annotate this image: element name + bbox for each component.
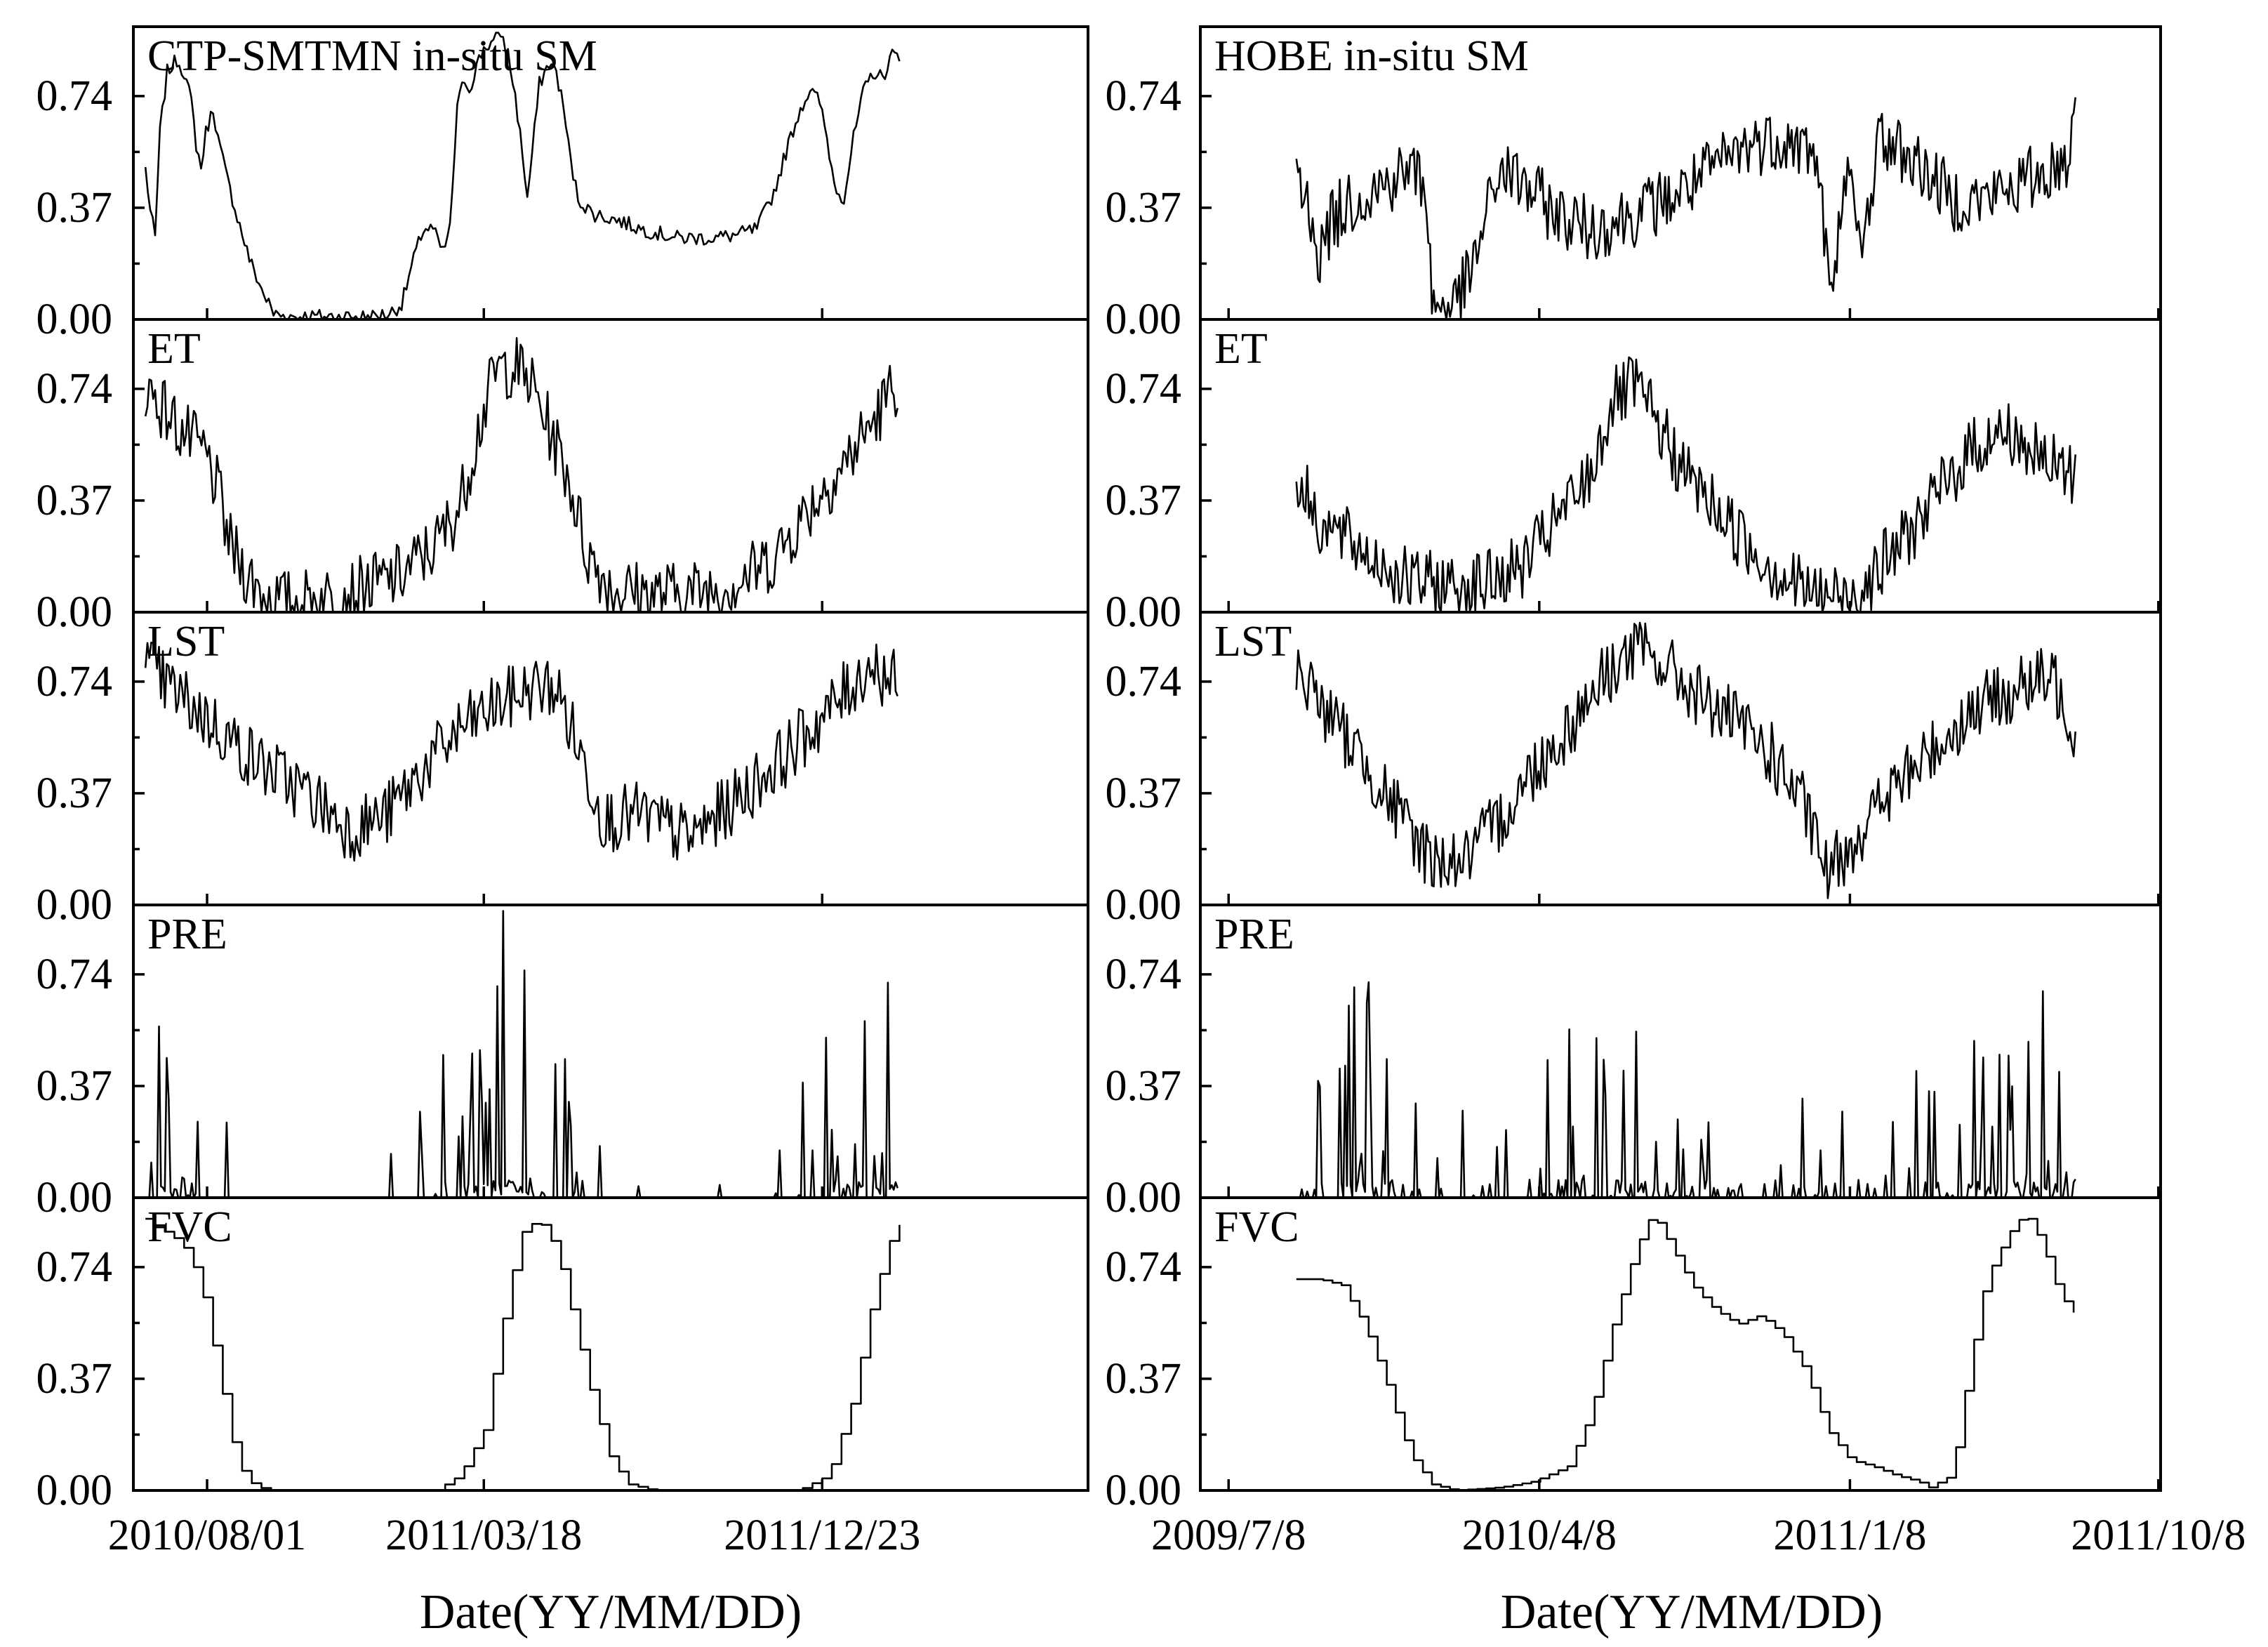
series-line-pre — [145, 910, 898, 1199]
y-tick-label: 0.74 — [1106, 365, 1182, 413]
x-axis-title: Date(YY/MM/DD) — [420, 1585, 802, 1639]
panel-1: 0.00 0.37 0.74 HOBE in-situ SM — [1106, 25, 2162, 343]
y-tick-label: 0.37 — [1106, 1355, 1182, 1403]
x-tick-label: 2011/12/23 — [724, 1512, 920, 1559]
panel-2: 0.00 0.37 0.74 ET — [1106, 318, 2162, 636]
y-tick-label: 0.00 — [37, 1174, 113, 1222]
y-tick-label: 0.00 — [1106, 588, 1182, 636]
panel-label: HOBE in-situ SM — [1214, 32, 1529, 80]
y-tick-label: 0.37 — [37, 477, 113, 524]
y-tick-label: 0.37 — [37, 184, 113, 232]
x-tick-label: 2011/1/8 — [1773, 1512, 1926, 1559]
series-line-et — [144, 337, 898, 614]
panel-4: 0.00 0.37 0.74 PRE — [1106, 904, 2162, 1222]
series-line-fvc — [145, 1217, 901, 1492]
panel-frame — [132, 1196, 1089, 1492]
series-line-pre — [1296, 981, 2076, 1199]
panel-5: 0.00 0.37 0.74 FVC — [37, 1196, 1089, 1514]
y-tick-label: 0.37 — [37, 1062, 113, 1110]
x-axis-title: Date(YY/MM/DD) — [1501, 1585, 1883, 1639]
x-tick-label: 2011/10/8 — [2071, 1512, 2246, 1559]
y-tick-label: 0.37 — [37, 769, 113, 817]
x-tick-label: 2009/7/8 — [1151, 1512, 1306, 1559]
panel-frame — [1199, 1196, 2162, 1492]
panel-label: PRE — [1214, 911, 1294, 958]
series-line-fvc — [1296, 1217, 2075, 1491]
y-tick-label: 0.37 — [1106, 1062, 1182, 1110]
panel-label: PRE — [147, 911, 227, 958]
y-tick-label: 0.37 — [1106, 477, 1182, 524]
panel-label: ET — [1214, 325, 1268, 373]
series-line-lst — [1295, 621, 2076, 899]
series-line-lst — [144, 641, 898, 862]
y-tick-label: 0.74 — [37, 72, 113, 120]
y-tick-label: 0.74 — [37, 658, 113, 706]
panel-1: 0.00 0.37 0.74 CTP-SMTMN in-situ SM — [37, 25, 1089, 343]
panel-frame — [132, 904, 1089, 1199]
y-tick-label: 0.74 — [1106, 951, 1182, 998]
series-line-ctp-smtmn-in-situ-sm — [144, 32, 901, 321]
y-tick-label: 0.74 — [37, 951, 113, 998]
panel-label: FVC — [1214, 1203, 1299, 1251]
y-tick-label: 0.00 — [1106, 881, 1182, 929]
y-tick-label: 0.00 — [37, 588, 113, 636]
y-tick-label: 0.74 — [1106, 1243, 1182, 1291]
x-tick-label: 2010/08/01 — [108, 1512, 306, 1559]
y-tick-label: 0.00 — [37, 1467, 113, 1514]
panel-label: ET — [147, 325, 201, 373]
y-tick-label: 0.00 — [1106, 296, 1182, 343]
chart-hobe-group: 0.00 0.37 0.74 HOBE in-situ SM 0.00 0.37 0.74 E… — [1106, 25, 2246, 1639]
y-tick-label: 0.00 — [37, 881, 113, 929]
panel-label: CTP-SMTMN in-situ SM — [147, 32, 597, 80]
panel-label: LST — [1214, 618, 1292, 666]
x-tick-label: 2010/4/8 — [1462, 1512, 1617, 1559]
y-tick-label: 0.74 — [37, 365, 113, 413]
y-tick-label: 0.00 — [1106, 1467, 1182, 1514]
y-tick-label: 0.74 — [1106, 72, 1182, 120]
series-line-et — [1295, 356, 2076, 614]
panel-5: 0.00 0.37 0.74 FVC — [1106, 1196, 2162, 1514]
panel-4: 0.00 0.37 0.74 PRE — [37, 904, 1089, 1222]
panel-2: 0.00 0.37 0.74 ET — [37, 318, 1089, 636]
y-tick-label: 0.37 — [37, 1355, 113, 1403]
panel-3: 0.00 0.37 0.74 LST — [1106, 611, 2162, 929]
panel-frame — [132, 318, 1089, 614]
y-tick-label: 0.74 — [37, 1243, 113, 1291]
chart-ctp-smtmn-group: 0.00 0.37 0.74 CTP-SMTMN in-situ SM 0.00 0.37… — [37, 25, 1089, 1639]
panel-label: FVC — [147, 1203, 232, 1251]
y-tick-label: 0.37 — [1106, 184, 1182, 232]
y-tick-label: 0.74 — [1106, 658, 1182, 706]
series-line-hobe-in-situ-sm — [1295, 97, 2076, 321]
x-tick-label: 2011/03/18 — [385, 1512, 582, 1559]
y-tick-label: 0.37 — [1106, 769, 1182, 817]
y-tick-label: 0.00 — [37, 296, 113, 343]
y-tick-label: 0.00 — [1106, 1174, 1182, 1222]
